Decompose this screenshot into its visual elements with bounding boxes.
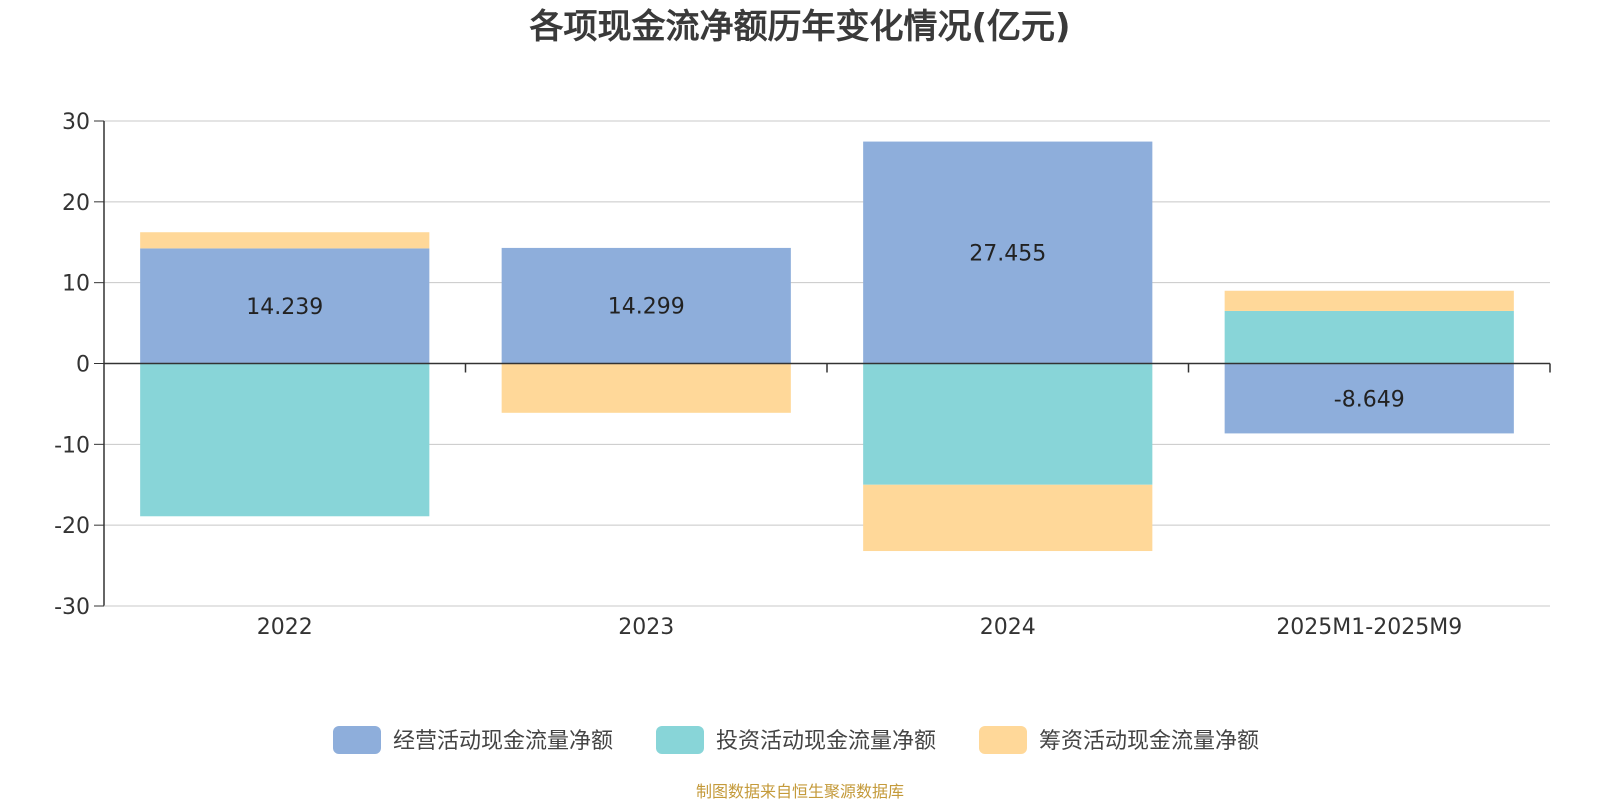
bar-segment <box>863 484 1153 552</box>
axes: 30 20 10 0 -10 -20 -30 2022 2023 2024 2025M1-2025M… <box>54 110 1551 640</box>
bar-segment <box>140 232 430 249</box>
x-tick-label: 2025M1-2025M9 <box>1276 615 1462 640</box>
y-tick-label: 30 <box>62 110 90 135</box>
chart-title: 各项现金流净额历年变化情况(亿元) <box>529 7 1070 47</box>
bar-segment <box>140 363 430 517</box>
bar-segment <box>501 363 791 413</box>
legend-label: 经营活动现金流量净额 <box>393 729 613 754</box>
x-tick-label: 2022 <box>257 615 313 640</box>
y-tick-label: -20 <box>54 514 90 539</box>
y-tick-label: 0 <box>76 353 90 378</box>
data-label: 14.239 <box>246 295 323 320</box>
x-tick-label: 2024 <box>980 615 1036 640</box>
bar-segment <box>1224 363 1514 434</box>
bar-segment <box>863 141 1153 364</box>
legend-swatch <box>656 726 704 754</box>
y-tick-label: -10 <box>54 433 90 458</box>
legend-swatch <box>333 726 381 754</box>
data-label: 14.299 <box>608 295 685 320</box>
legend: 经营活动现金流量净额 投资活动现金流量净额 筹资活动现金流量净额 <box>333 726 1259 754</box>
legend-label: 投资活动现金流量净额 <box>716 729 936 754</box>
data-labels: 14.239 14.299 27.455 -8.649 <box>246 242 1404 413</box>
y-tick-label: -30 <box>54 595 90 620</box>
bars <box>140 141 1514 552</box>
legend-label: 筹资活动现金流量净额 <box>1039 729 1259 754</box>
data-label: -8.649 <box>1334 387 1405 412</box>
bar-segment <box>1224 290 1514 311</box>
bar-segment <box>501 247 791 364</box>
source-note: 制图数据来自恒生聚源数据库 <box>696 782 904 800</box>
x-tick-label: 2023 <box>618 615 674 640</box>
y-tick-label: 10 <box>62 272 90 297</box>
bar-segment <box>863 363 1153 485</box>
bar-segment <box>1224 310 1514 364</box>
y-tick-label: 20 <box>62 191 90 216</box>
data-label: 27.455 <box>969 242 1046 267</box>
bar-segment <box>140 248 430 364</box>
legend-swatch <box>979 726 1027 754</box>
